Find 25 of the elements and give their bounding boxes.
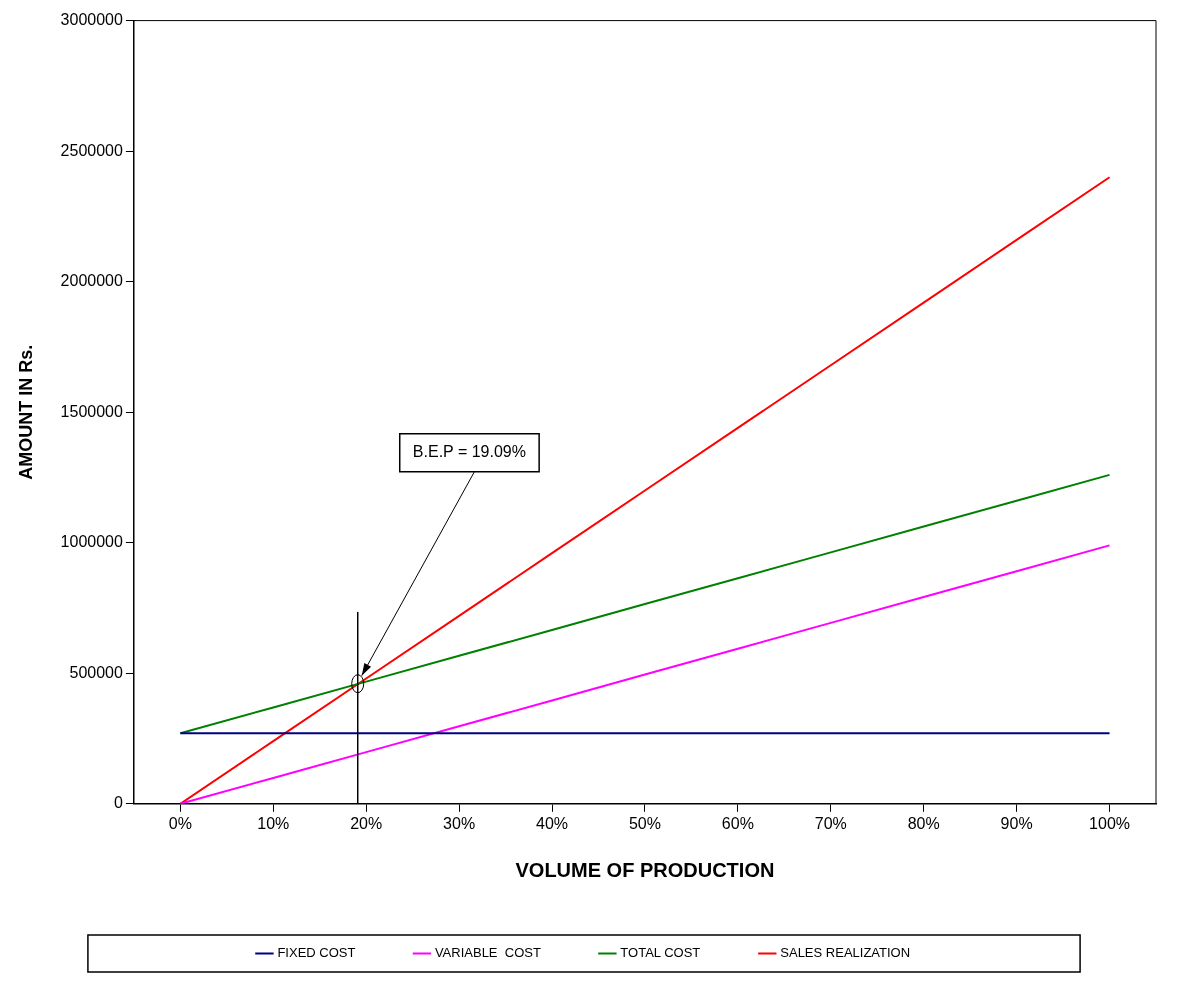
y-tick-label: 1000000 bbox=[60, 533, 123, 551]
x-tick-label: 20% bbox=[350, 814, 383, 832]
annotation: B.E.P = 19.09% bbox=[412, 443, 526, 461]
y-tick-label: 3000000 bbox=[60, 11, 123, 29]
legend-label: VARIABLE COST bbox=[434, 945, 541, 961]
y-axis-title: AMOUNT IN Rs. bbox=[15, 344, 36, 480]
x-tick-label: 60% bbox=[721, 814, 754, 832]
x-tick-label: 100% bbox=[1089, 814, 1130, 832]
x-tick-label: 80% bbox=[907, 814, 940, 832]
x-tick-label: 10% bbox=[257, 814, 290, 832]
y-tick-label: 1500000 bbox=[60, 402, 123, 420]
x-tick-label: 30% bbox=[443, 814, 476, 832]
legend-label: TOTAL COST bbox=[620, 945, 701, 961]
y-tick-label: 2000000 bbox=[60, 272, 123, 290]
legend-label: FIXED COST bbox=[277, 945, 356, 961]
x-axis-title: VOLUME OF PRODUCTION bbox=[515, 858, 775, 881]
x-tick-label: 40% bbox=[536, 814, 569, 832]
legend-label: SALES REALIZATION bbox=[780, 945, 911, 961]
x-tick-label: 50% bbox=[628, 814, 661, 832]
x-tick-label: 90% bbox=[1000, 814, 1033, 832]
y-tick-label: 0 bbox=[113, 794, 123, 812]
y-tick-label: 2500000 bbox=[60, 141, 123, 159]
x-tick-label: 70% bbox=[814, 814, 847, 832]
y-tick-label: 500000 bbox=[69, 663, 123, 681]
x-tick-label: 0% bbox=[168, 814, 192, 832]
